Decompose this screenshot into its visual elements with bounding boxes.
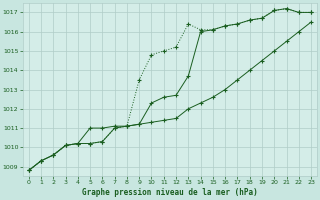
X-axis label: Graphe pression niveau de la mer (hPa): Graphe pression niveau de la mer (hPa) <box>82 188 258 197</box>
